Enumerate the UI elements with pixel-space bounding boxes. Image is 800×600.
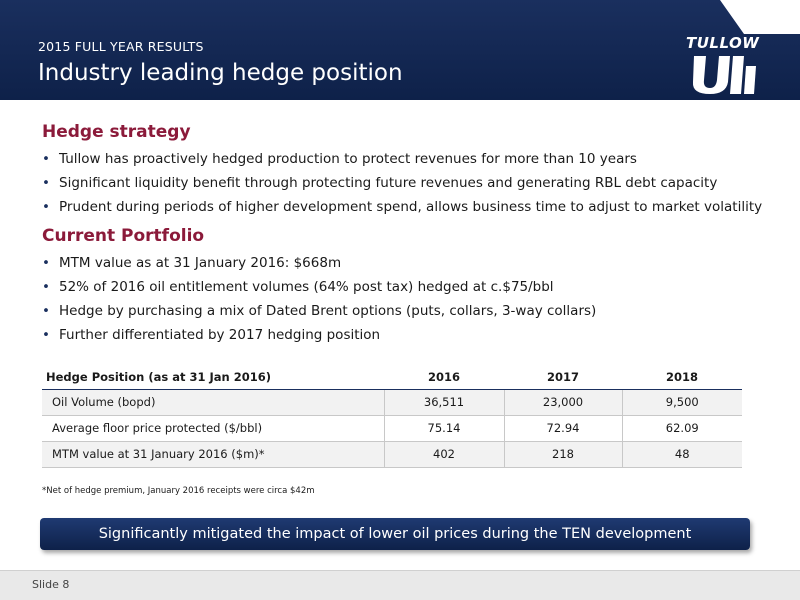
list-item: • Hedge by purchasing a mix of Dated Bren… bbox=[42, 299, 596, 323]
hedge-strategy-list: • Tullow has proactively hedged productio… bbox=[42, 147, 762, 219]
column-header: 2018 bbox=[622, 365, 742, 390]
column-header: 2017 bbox=[504, 365, 622, 390]
slide-footer: Slide 8 bbox=[0, 570, 800, 600]
table-cell: 72.94 bbox=[504, 415, 623, 442]
summary-banner: Significantly mitigated the impact of lo… bbox=[40, 518, 750, 550]
table-cell: 23,000 bbox=[504, 389, 623, 416]
table-cell: 218 bbox=[504, 441, 623, 468]
column-header: 2016 bbox=[384, 365, 504, 390]
table-cell: 48 bbox=[622, 441, 742, 468]
header-notch bbox=[0, 0, 800, 34]
list-item: • Further differentiated by 2017 hedging … bbox=[42, 323, 596, 347]
list-item: • Significant liquidity benefit through p… bbox=[42, 171, 762, 195]
bullet-icon: • bbox=[42, 327, 50, 343]
header-subtitle: 2015 FULL YEAR RESULTS bbox=[38, 39, 204, 54]
bullet-icon: • bbox=[42, 175, 50, 191]
table-row: Oil Volume (bopd) 36,511 23,000 9,500 bbox=[42, 389, 742, 416]
bullet-icon: • bbox=[42, 199, 50, 215]
row-label: MTM value at 31 January 2016 ($m)* bbox=[42, 441, 385, 468]
bullet-icon: • bbox=[42, 151, 50, 167]
table-cell: 402 bbox=[384, 441, 505, 468]
hedge-position-table: Hedge Position (as at 31 Jan 2016) 2016 … bbox=[42, 365, 742, 468]
header-bar: 2015 FULL YEAR RESULTS Industry leading … bbox=[0, 0, 800, 100]
table-footnote: *Net of hedge premium, January 2016 rece… bbox=[42, 486, 315, 496]
table-cell: 62.09 bbox=[622, 415, 742, 442]
list-item: • Tullow has proactively hedged productio… bbox=[42, 147, 762, 171]
row-label: Average floor price protected ($/bbl) bbox=[42, 415, 385, 442]
logo-wordmark: TULLOW bbox=[686, 34, 760, 52]
slide-number: Slide 8 bbox=[32, 578, 70, 591]
list-item: • 52% of 2016 oil entitlement volumes (64… bbox=[42, 275, 596, 299]
bullet-icon: • bbox=[42, 255, 50, 271]
table-cell: 75.14 bbox=[384, 415, 505, 442]
current-portfolio-heading: Current Portfolio bbox=[42, 226, 205, 246]
current-portfolio-list: • MTM value as at 31 January 2016: $668m … bbox=[42, 251, 596, 347]
bullet-icon: • bbox=[42, 279, 50, 295]
table-cell: 9,500 bbox=[622, 389, 742, 416]
table-cell: 36,511 bbox=[384, 389, 505, 416]
list-item: • MTM value as at 31 January 2016: $668m bbox=[42, 251, 596, 275]
logo-mark-icon bbox=[692, 56, 756, 94]
table-header-row: Hedge Position (as at 31 Jan 2016) 2016 … bbox=[42, 365, 742, 390]
list-item: • Prudent during periods of higher develo… bbox=[42, 195, 762, 219]
table-row: Average floor price protected ($/bbl) 75… bbox=[42, 415, 742, 442]
column-header: Hedge Position (as at 31 Jan 2016) bbox=[42, 365, 384, 390]
table-row: MTM value at 31 January 2016 ($m)* 402 2… bbox=[42, 441, 742, 468]
page-title: Industry leading hedge position bbox=[38, 60, 403, 86]
bullet-icon: • bbox=[42, 303, 50, 319]
tullow-logo: TULLOW bbox=[686, 34, 766, 98]
hedge-strategy-heading: Hedge strategy bbox=[42, 122, 191, 142]
row-label: Oil Volume (bopd) bbox=[42, 389, 385, 416]
